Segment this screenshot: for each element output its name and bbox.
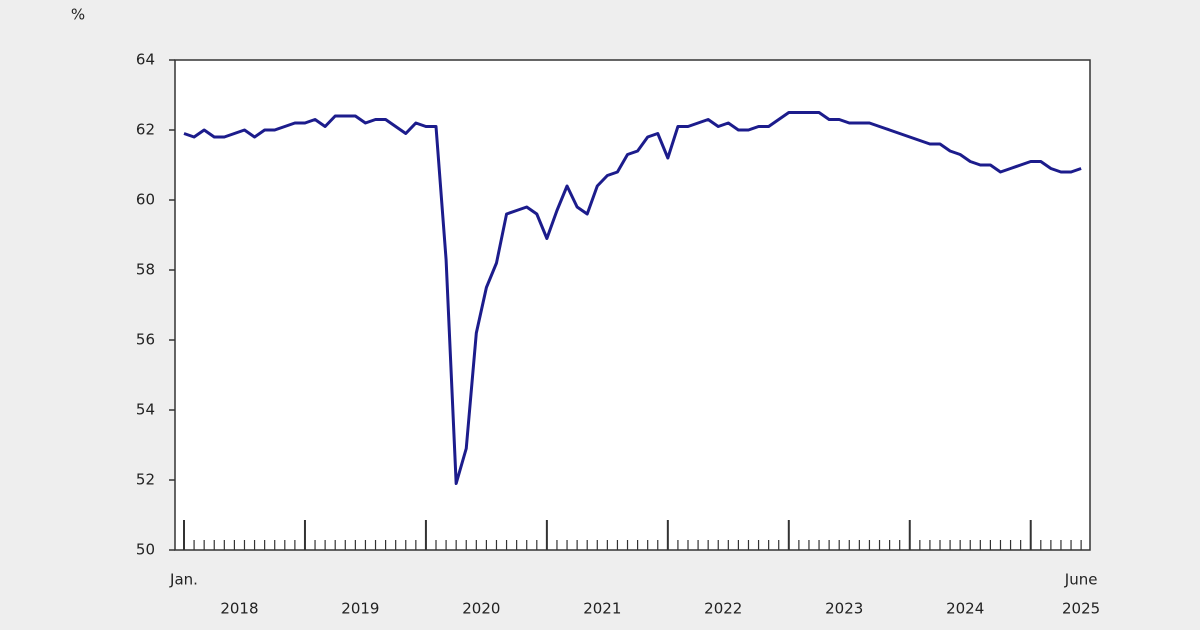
plot-area [174,59,1091,551]
y-tick-label: 60 [136,191,155,209]
y-tick-label: 64 [136,51,155,69]
x-end-label: June [1064,571,1098,589]
x-year-label: 2023 [825,600,863,618]
x-year-label: 2019 [341,600,379,618]
data-line [183,111,1082,485]
y-tick-label: 52 [136,471,155,489]
x-year-label: 2022 [704,600,742,618]
x-year-label: 2020 [462,600,500,618]
x-year-label: 2025 [1062,600,1100,618]
y-tick-label: 62 [136,121,155,139]
y-tick-label: 50 [136,541,155,559]
y-tick-label: 58 [136,261,155,279]
x-year-label: 2021 [583,600,621,618]
y-tick-label: 54 [136,401,155,419]
x-year-label: 2024 [946,600,984,618]
y-tick-label: 56 [136,331,155,349]
y-axis-label: % [71,6,85,24]
x-start-label: Jan. [169,571,198,589]
x-year-label: 2018 [220,600,258,618]
